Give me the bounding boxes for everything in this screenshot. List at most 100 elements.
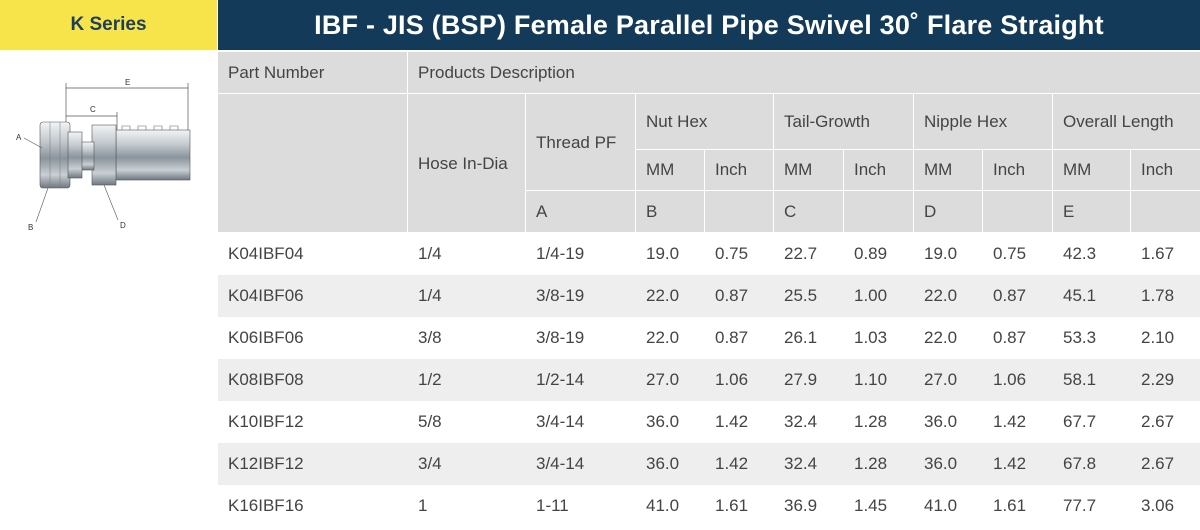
cell-part-number: K04IBF04 <box>218 233 408 275</box>
cell-nut-hex-mm: 19.0 <box>636 233 705 275</box>
cell-nipple-hex-inch: 0.87 <box>983 317 1053 359</box>
cell-overall-length-inch: 2.29 <box>1131 359 1200 401</box>
cell-nipple-hex-inch: 1.06 <box>983 359 1053 401</box>
cell-nipple-hex-inch: 0.75 <box>983 233 1053 275</box>
cell-thread-pf: 3/8-19 <box>526 275 636 317</box>
cell-overall-length-inch: 1.78 <box>1131 275 1200 317</box>
header-tail-growth-inch: Inch <box>844 150 914 191</box>
header-dim-c: C <box>774 191 844 233</box>
header-overall-length: Overall Length <box>1053 94 1200 150</box>
cell-nut-hex-inch: 0.75 <box>705 233 774 275</box>
header-overall-length-mm: MM <box>1053 150 1131 191</box>
series-tab[interactable]: K Series <box>0 0 217 50</box>
header-nut-hex-mm: MM <box>636 150 705 191</box>
header-dim-c-empty <box>844 191 914 233</box>
dimension-e-label: E <box>125 78 130 87</box>
cell-nut-hex-inch: 0.87 <box>705 317 774 359</box>
cell-nipple-hex-inch: 0.87 <box>983 275 1053 317</box>
dimension-b-label: B <box>28 223 33 232</box>
cell-nut-hex-mm: 22.0 <box>636 317 705 359</box>
header-nut-hex: Nut Hex <box>636 94 774 150</box>
cell-nipple-hex-mm: 27.0 <box>914 359 983 401</box>
cell-thread-pf: 1/2-14 <box>526 359 636 401</box>
fitting-diagram: E C A B D <box>16 78 191 232</box>
cell-overall-length-inch: 2.67 <box>1131 443 1200 485</box>
cell-tail-growth-mm: 36.9 <box>774 485 844 527</box>
cell-nut-hex-mm: 36.0 <box>636 401 705 443</box>
cell-nut-hex-mm: 36.0 <box>636 443 705 485</box>
cell-overall-length-mm: 77.7 <box>1053 485 1131 527</box>
cell-hose-in-dia: 5/8 <box>408 401 526 443</box>
cell-nut-hex-inch: 1.42 <box>705 443 774 485</box>
cell-nut-hex-inch: 1.06 <box>705 359 774 401</box>
header-tail-growth: Tail-Growth <box>774 94 914 150</box>
cell-nipple-hex-mm: 22.0 <box>914 317 983 359</box>
cell-thread-pf: 1-11 <box>526 485 636 527</box>
header-nipple-hex-mm: MM <box>914 150 983 191</box>
header-tail-growth-mm: MM <box>774 150 844 191</box>
cell-overall-length-mm: 58.1 <box>1053 359 1131 401</box>
page-title: IBF - JIS (BSP) Female Parallel Pipe Swi… <box>218 0 1200 50</box>
cell-tail-growth-mm: 32.4 <box>774 401 844 443</box>
header-thread-pf: Thread PF <box>526 94 636 191</box>
cell-hose-in-dia: 1/4 <box>408 233 526 275</box>
cell-thread-pf: 3/8-19 <box>526 317 636 359</box>
cell-overall-length-mm: 53.3 <box>1053 317 1131 359</box>
cell-nipple-hex-mm: 22.0 <box>914 275 983 317</box>
cell-tail-growth-inch: 1.00 <box>844 275 914 317</box>
cell-tail-growth-mm: 22.7 <box>774 233 844 275</box>
cell-overall-length-inch: 2.67 <box>1131 401 1200 443</box>
header-dim-b-empty <box>705 191 774 233</box>
cell-nipple-hex-mm: 19.0 <box>914 233 983 275</box>
header-dim-d-empty <box>983 191 1053 233</box>
cell-part-number: K16IBF16 <box>218 485 408 527</box>
header-hose-in-dia: Hose In-Dia <box>408 94 526 233</box>
dimension-a-label: A <box>16 133 22 142</box>
cell-nipple-hex-mm: 41.0 <box>914 485 983 527</box>
cell-thread-pf: 1/4-19 <box>526 233 636 275</box>
header-dim-d: D <box>914 191 983 233</box>
header-dim-e-empty <box>1131 191 1200 233</box>
cell-nut-hex-inch: 1.61 <box>705 485 774 527</box>
cell-overall-length-mm: 42.3 <box>1053 233 1131 275</box>
cell-part-number: K12IBF12 <box>218 443 408 485</box>
header-overall-length-inch: Inch <box>1131 150 1200 191</box>
cell-overall-length-inch: 1.67 <box>1131 233 1200 275</box>
header-dim-e: E <box>1053 191 1131 233</box>
cell-tail-growth-mm: 32.4 <box>774 443 844 485</box>
header-nut-hex-inch: Inch <box>705 150 774 191</box>
cell-nipple-hex-mm: 36.0 <box>914 443 983 485</box>
cell-overall-length-inch: 2.10 <box>1131 317 1200 359</box>
cell-thread-pf: 3/4-14 <box>526 401 636 443</box>
cell-thread-pf: 3/4-14 <box>526 443 636 485</box>
cell-tail-growth-mm: 27.9 <box>774 359 844 401</box>
cell-nipple-hex-inch: 1.42 <box>983 443 1053 485</box>
cell-nipple-hex-inch: 1.61 <box>983 485 1053 527</box>
cell-tail-growth-mm: 25.5 <box>774 275 844 317</box>
cell-tail-growth-inch: 1.10 <box>844 359 914 401</box>
cell-nut-hex-inch: 0.87 <box>705 275 774 317</box>
header-dim-b: B <box>636 191 705 233</box>
header-nipple-hex: Nipple Hex <box>914 94 1053 150</box>
cell-tail-growth-inch: 0.89 <box>844 233 914 275</box>
specs-table: Part Number Products Description Hose In… <box>218 52 1200 527</box>
cell-nipple-hex-mm: 36.0 <box>914 401 983 443</box>
cell-nut-hex-inch: 1.42 <box>705 401 774 443</box>
header-dim-a: A <box>526 191 636 233</box>
cell-hose-in-dia: 1 <box>408 485 526 527</box>
cell-hose-in-dia: 1/4 <box>408 275 526 317</box>
cell-nut-hex-mm: 22.0 <box>636 275 705 317</box>
cell-tail-growth-inch: 1.03 <box>844 317 914 359</box>
cell-nut-hex-mm: 27.0 <box>636 359 705 401</box>
cell-hose-in-dia: 3/8 <box>408 317 526 359</box>
cell-hose-in-dia: 1/2 <box>408 359 526 401</box>
header-part-number: Part Number <box>218 52 408 94</box>
cell-tail-growth-inch: 1.28 <box>844 443 914 485</box>
cell-overall-length-mm: 67.7 <box>1053 401 1131 443</box>
cell-overall-length-mm: 45.1 <box>1053 275 1131 317</box>
cell-tail-growth-inch: 1.28 <box>844 401 914 443</box>
cell-overall-length-inch: 3.06 <box>1131 485 1200 527</box>
cell-overall-length-mm: 67.8 <box>1053 443 1131 485</box>
cell-tail-growth-mm: 26.1 <box>774 317 844 359</box>
cell-part-number: K10IBF12 <box>218 401 408 443</box>
